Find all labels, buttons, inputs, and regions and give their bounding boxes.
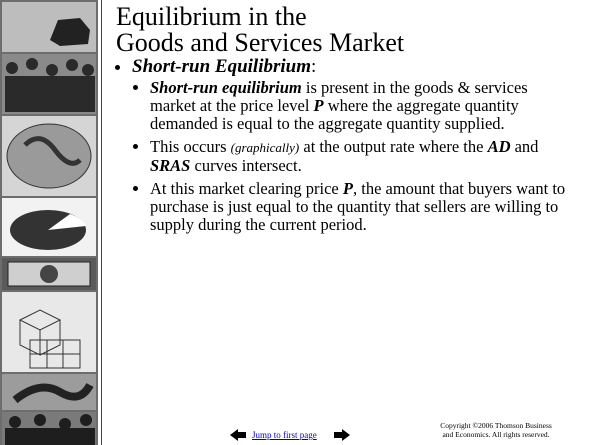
sub-bullet: At this market clearing price P, the amo… — [150, 180, 570, 234]
text-run: , the amount that buyers want to purchas… — [150, 179, 566, 234]
text-run: : — [311, 56, 317, 77]
blocks-panel — [2, 292, 96, 372]
bullet-list: Short-run Equilibrium: Short-run equilib… — [116, 56, 592, 239]
globe-land — [23, 136, 82, 166]
bullet-text: Short-run Equilibrium: — [132, 56, 316, 77]
text-run: Short-run Equilibrium — [132, 56, 312, 77]
image-strip — [0, 0, 98, 445]
prev-arrow[interactable] — [228, 428, 248, 442]
text-run: P — [313, 96, 324, 115]
text-run: (graphically) — [230, 140, 300, 155]
bull-icon — [50, 18, 90, 46]
globe-icon — [6, 123, 92, 189]
sub-bullet: This occurs (graphically) at the output … — [150, 138, 570, 175]
text-run: At this market clearing price — [150, 179, 343, 198]
bill-portrait — [40, 265, 58, 283]
text-run: is present in the goods & services marke… — [150, 78, 528, 115]
text-run: AD — [487, 137, 511, 156]
text-run: curves intersect. — [190, 156, 302, 175]
text-run: Short-run equilibrium — [150, 78, 302, 97]
blocks-icon — [18, 309, 81, 369]
sub-bullet: Short-run equilibrium is present in the … — [150, 79, 570, 133]
next-arrow-shape[interactable] — [334, 429, 350, 441]
slide-title: Equilibrium in the Goods and Services Mar… — [116, 4, 404, 56]
next-arrow[interactable] — [332, 428, 352, 442]
handshake-icon — [12, 382, 94, 404]
text-run: and — [510, 137, 539, 156]
crowd-icon — [5, 58, 95, 112]
title-line: Equilibrium in the — [116, 2, 307, 31]
text-run: This occurs — [150, 137, 231, 156]
text-run: SRAS — [150, 156, 191, 175]
jump-link[interactable]: Jump to first page — [252, 430, 317, 440]
prev-arrow-shape[interactable] — [230, 429, 246, 441]
pie-slice — [48, 214, 86, 230]
text-run: P — [342, 179, 353, 198]
sub-bullet-list: Short-run equilibrium is present in the … — [132, 79, 570, 234]
text-run: at the output rate where the — [299, 137, 488, 156]
people-icon — [5, 414, 95, 445]
bullet: Short-run Equilibrium: Short-run equilib… — [132, 56, 592, 234]
copyright: Copyright ©2006 Thomson Business and Eco… — [440, 421, 552, 439]
title-line: Goods and Services Market — [116, 28, 405, 57]
divider — [101, 0, 102, 445]
text-run: where the aggregate quantity demanded is… — [150, 96, 519, 133]
